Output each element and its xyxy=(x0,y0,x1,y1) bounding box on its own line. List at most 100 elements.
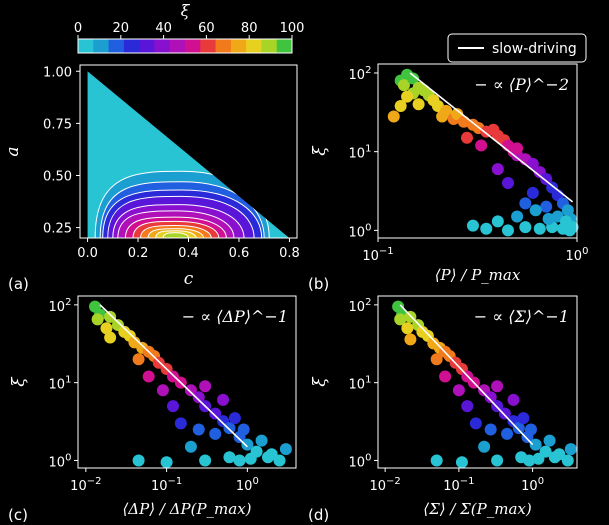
data-point xyxy=(192,423,205,436)
data-point xyxy=(209,407,222,420)
data-point xyxy=(104,310,117,323)
data-point xyxy=(519,197,532,210)
colorbar-tick-label: 60 xyxy=(198,21,215,36)
data-point xyxy=(404,333,417,346)
data-point xyxy=(523,454,536,467)
data-point xyxy=(156,384,169,397)
data-point xyxy=(524,423,537,436)
colorbar-tick-label: 20 xyxy=(113,21,130,36)
data-point xyxy=(542,212,555,225)
colorbar-frame xyxy=(77,38,293,54)
data-point xyxy=(484,423,497,436)
colorbar-label: ξ xyxy=(181,1,191,20)
data-point xyxy=(564,443,577,456)
data-point xyxy=(507,393,520,406)
data-point xyxy=(484,391,497,404)
colorbar-tick-label: 40 xyxy=(155,21,172,36)
data-point xyxy=(401,90,414,103)
data-point xyxy=(244,452,257,465)
data-point xyxy=(91,313,104,326)
data-point xyxy=(223,451,236,464)
colorbar-swatch xyxy=(246,39,262,53)
data-point xyxy=(478,440,491,453)
data-point xyxy=(430,454,443,467)
x-tick-label: 10−2 xyxy=(70,476,101,494)
axes-frame xyxy=(377,295,578,469)
data-point xyxy=(466,219,479,232)
data-point xyxy=(217,393,230,406)
data-point xyxy=(533,222,546,235)
x-tick-label: 100 xyxy=(566,246,589,264)
data-point xyxy=(394,313,407,326)
colorbar-swatch xyxy=(200,39,217,53)
data-point xyxy=(142,370,155,383)
data-point xyxy=(540,172,553,185)
data-point xyxy=(532,452,545,465)
panel-label: (c) xyxy=(8,506,28,524)
y-tick-label: 101 xyxy=(49,375,72,393)
power-law-label: − ∝ ⟨ΔP⟩^−1 xyxy=(182,307,288,326)
colorbar-tick-label: 80 xyxy=(241,21,258,36)
y-tick-label: 102 xyxy=(349,65,372,83)
panel-label: (d) xyxy=(308,506,329,524)
data-point xyxy=(184,384,197,397)
panel-label: (b) xyxy=(308,275,329,293)
y-axis-label: a xyxy=(3,146,23,156)
data-point xyxy=(480,222,493,235)
power-law-label: − ∝ ⟨P⟩^−2 xyxy=(474,75,569,94)
data-point xyxy=(469,417,482,430)
data-point xyxy=(184,440,197,453)
data-point xyxy=(223,422,236,435)
colorbar-swatch xyxy=(261,39,278,53)
data-point xyxy=(209,427,222,440)
power-law-line xyxy=(409,72,574,203)
colorbar-swatch xyxy=(108,39,125,53)
y-tick-label: 0.75 xyxy=(43,117,72,132)
data-point xyxy=(397,79,410,92)
y-tick-label: 0.50 xyxy=(43,169,72,184)
data-point xyxy=(501,427,514,440)
data-point xyxy=(526,186,539,199)
x-tick-label: 0.6 xyxy=(229,246,250,261)
data-point xyxy=(233,454,246,467)
data-point xyxy=(543,434,556,447)
data-point xyxy=(511,142,524,155)
data-point xyxy=(192,391,205,404)
colorbar-swatch xyxy=(185,39,201,53)
legend-label: slow-driving xyxy=(492,41,577,57)
x-tick-label: 0.8 xyxy=(279,246,300,261)
data-point xyxy=(475,139,488,152)
data-point xyxy=(199,454,212,467)
x-axis-label: c xyxy=(184,269,194,289)
data-point xyxy=(241,438,254,451)
data-point xyxy=(511,210,524,223)
data-point xyxy=(237,423,250,436)
data-point xyxy=(526,157,539,170)
data-point xyxy=(501,224,514,237)
data-point xyxy=(540,200,553,213)
colorbar-tick-label: 0 xyxy=(74,21,82,36)
data-point xyxy=(160,456,173,469)
y-tick-label: 100 xyxy=(349,222,372,240)
legend: slow-driving xyxy=(447,33,587,63)
x-tick-label: 10−1 xyxy=(151,476,182,494)
data-point xyxy=(498,407,511,420)
colorbar-tick-label: 100 xyxy=(280,21,305,36)
power-law-line xyxy=(399,304,534,446)
colorbar: ξ 0 20 40 60 80 100 xyxy=(74,1,305,54)
data-point xyxy=(436,110,449,123)
power-law-line xyxy=(99,304,248,448)
data-point xyxy=(512,422,525,435)
x-axis-label: ⟨ΔP⟩ / ΔP(P_max) xyxy=(122,500,251,518)
axes-frame xyxy=(77,295,297,469)
data-point xyxy=(132,454,145,467)
x-axis-label: ⟨Σ⟩ / Σ(P_max) xyxy=(423,500,532,518)
data-point xyxy=(519,221,532,234)
x-tick-label: 0.4 xyxy=(178,246,199,261)
contour-mask xyxy=(87,65,298,238)
legend-box xyxy=(447,33,587,63)
data-point xyxy=(387,110,400,123)
power-law-label: − ∝ ⟨Σ⟩^−1 xyxy=(474,307,569,326)
data-point xyxy=(491,454,504,467)
